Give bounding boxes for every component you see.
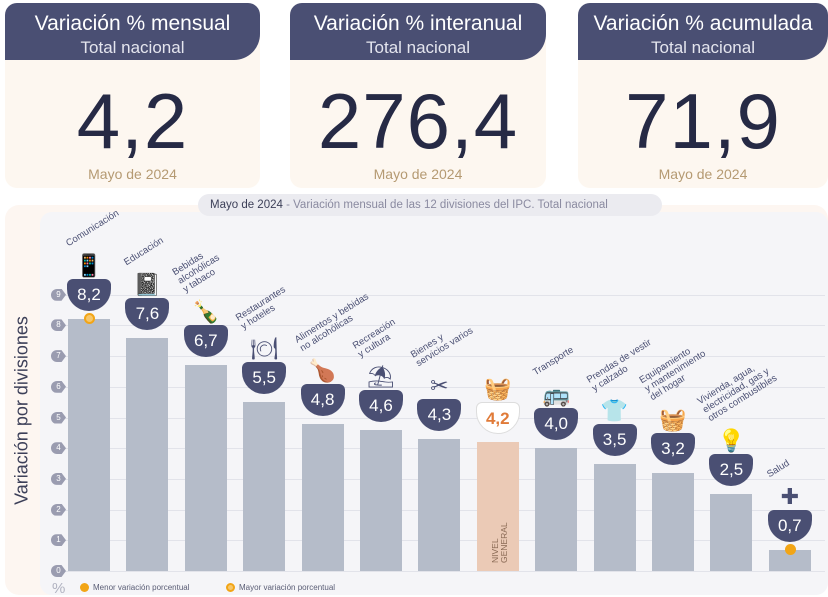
gridline — [65, 571, 825, 572]
yearly-variation-card: Variación % interanual Total nacional 276… — [290, 3, 546, 188]
phone-icon: 📱 — [75, 253, 103, 279]
y-tick-label: 0 — [51, 565, 66, 577]
y-tick-label: 8 — [51, 319, 66, 332]
card-value: 4,2 — [76, 77, 189, 165]
legend-max-marker — [226, 583, 235, 592]
y-tick-label: 2 — [51, 503, 66, 516]
card-value: 71,9 — [625, 77, 781, 165]
chart-title-text: - Variación mensual de las 12 divisiones… — [282, 199, 608, 211]
card-title: Variación % acumulada — [593, 12, 813, 35]
bar — [768, 549, 811, 571]
legend-max-label: Mayor variación porcentual — [239, 583, 336, 592]
card-subtitle: Total nacional — [651, 38, 755, 57]
y-tick-label: 3 — [51, 472, 66, 485]
card-date: Mayo de 2024 — [88, 166, 177, 182]
value-label: 0,7 — [767, 509, 812, 542]
y-axis-unit: % — [52, 580, 66, 597]
legend-min-label: Menor variación porcentual — [93, 583, 190, 592]
bar — [126, 337, 169, 571]
chart-title: Mayo de 2024 - Variación mensual de las … — [198, 194, 662, 216]
y-tick-label: 6 — [51, 380, 66, 393]
legend-max: Mayor variación porcentual — [226, 583, 335, 592]
y-axis-title: Variación por divisiones — [11, 316, 32, 505]
bar — [360, 429, 402, 571]
value-label: 4,3 — [417, 398, 462, 431]
bar — [652, 472, 694, 571]
card-value: 276,4 — [317, 77, 519, 165]
bar — [243, 402, 286, 571]
cumulative-variation-card: Variación % acumulada Total nacional 71,9… — [578, 3, 828, 188]
food-icon: 🍗 — [308, 357, 337, 383]
gridline — [65, 325, 825, 327]
y-tick-label: 5 — [51, 411, 66, 424]
value-label: 3,5 — [592, 423, 637, 456]
bar — [184, 365, 227, 571]
bar — [710, 494, 753, 571]
gridline — [65, 386, 825, 388]
value-label: 3,2 — [651, 432, 695, 465]
general-level-bar — [476, 442, 519, 571]
max-marker — [84, 313, 95, 325]
y-tick-label: 1 — [51, 534, 66, 547]
y-tick-label: 4 — [51, 442, 66, 455]
legend-min-marker — [80, 583, 89, 592]
y-tick-label: 7 — [51, 350, 66, 363]
umbrella-icon: ⛱ — [367, 363, 395, 389]
bar — [535, 448, 578, 571]
y-tick-label: 9 — [51, 288, 66, 301]
bar — [301, 423, 344, 571]
bulb-icon: 💡 — [717, 428, 746, 454]
card-title: Variación % mensual — [34, 12, 231, 35]
gridline — [65, 356, 825, 358]
value-label: 4,2 — [475, 402, 520, 435]
chart-title-date: Mayo de 2024 — [210, 199, 283, 211]
gridline — [65, 294, 825, 296]
bottles-icon: 🍾 — [192, 299, 220, 325]
comb-icon: ✂ — [430, 372, 449, 398]
card-title: Variación % interanual — [313, 12, 523, 35]
bar — [593, 463, 636, 571]
value-label: 4,0 — [534, 408, 579, 441]
basket-icon: 🧺 — [484, 376, 512, 402]
min-marker — [784, 543, 796, 555]
notebook-icon: 📓 — [133, 271, 162, 297]
value-label: 4,8 — [300, 383, 345, 416]
card-date: Mayo de 2024 — [658, 166, 748, 182]
card-subtitle: Total nacional — [80, 38, 185, 57]
plate-icon: 🍽 — [250, 336, 279, 362]
value-label: 8,2 — [67, 279, 111, 312]
general-level-label: NIVEL GENERAL — [489, 522, 509, 563]
monthly-variation-card: Variación % mensual Total nacional 4,2 Ma… — [5, 3, 260, 188]
bar — [418, 438, 461, 571]
shirt-icon: 👕 — [600, 397, 629, 423]
legend-min: Menor variación porcentual — [80, 583, 190, 592]
washer-icon: 🧺 — [659, 406, 687, 432]
medical-cross-icon: ✚ — [780, 483, 800, 509]
card-subtitle: Total nacional — [366, 38, 470, 57]
card-date: Mayo de 2024 — [373, 166, 463, 182]
bus-card-icon: 🚌 — [542, 382, 570, 408]
bar — [68, 319, 110, 571]
